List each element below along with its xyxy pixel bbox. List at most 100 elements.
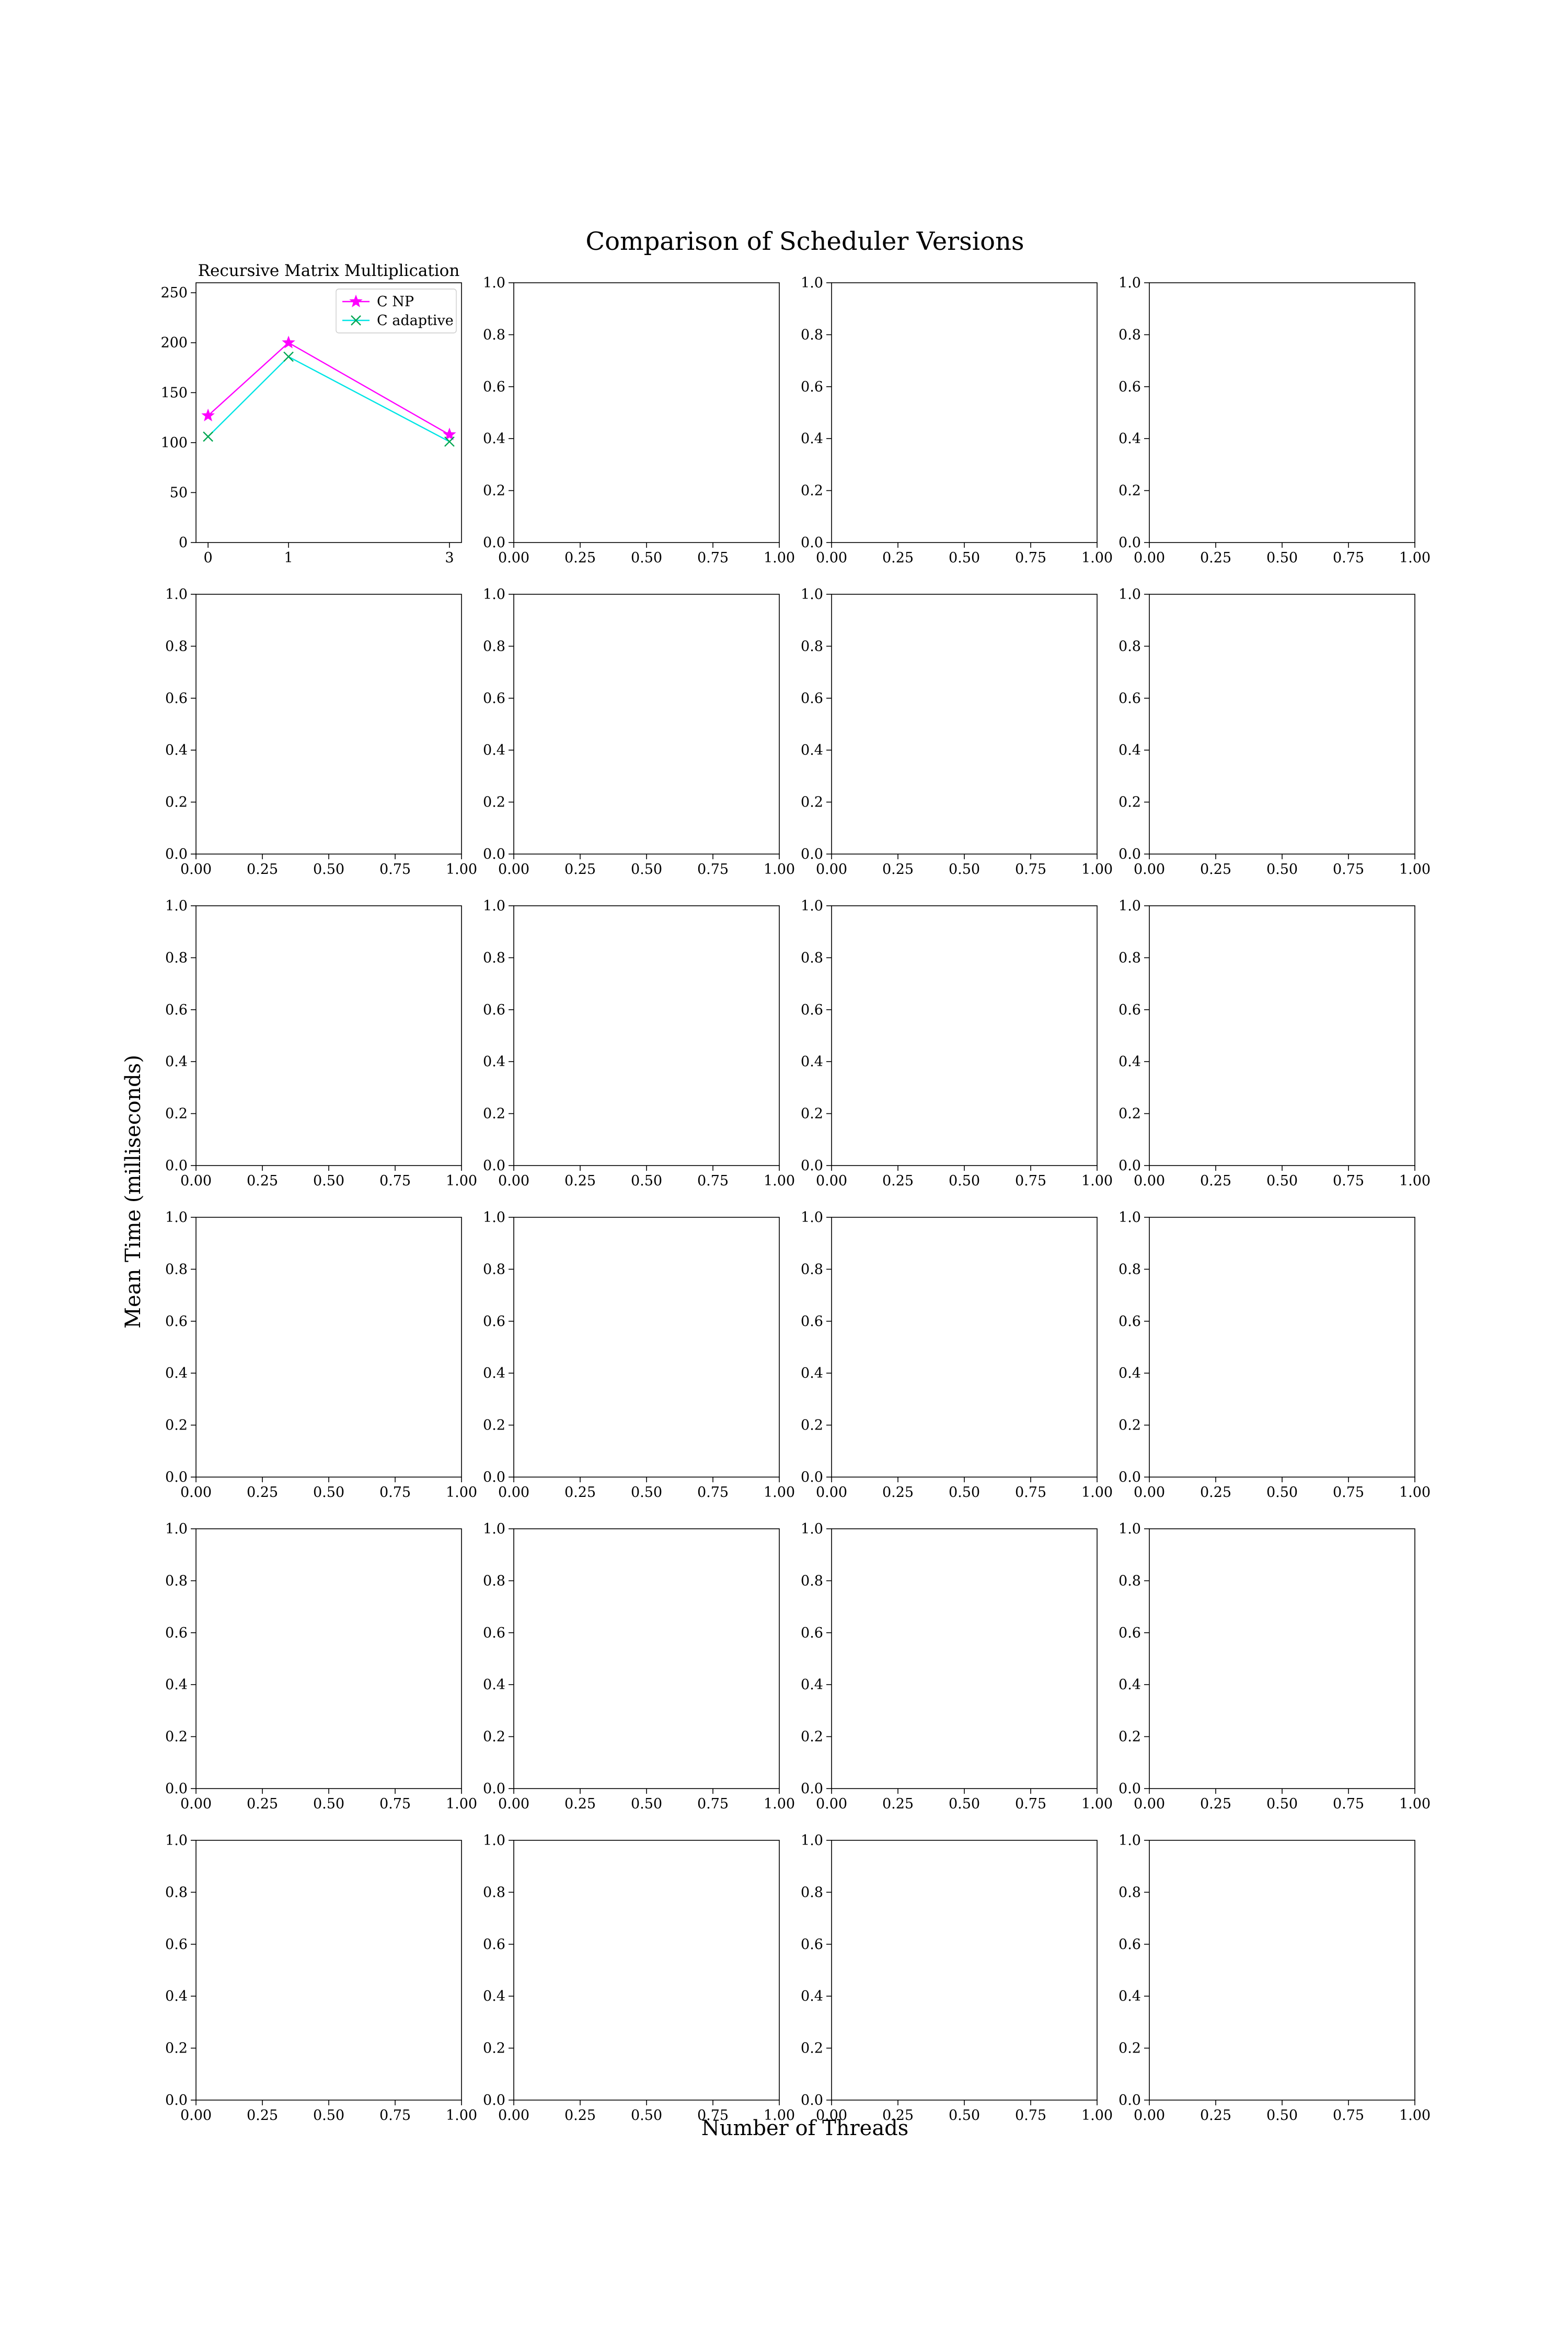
x-tick-label: 0.75 bbox=[379, 1484, 411, 1501]
figure-x-axis-label: Number of Threads bbox=[701, 2116, 909, 2140]
y-tick-label: 0.2 bbox=[483, 1729, 505, 1745]
x-tick-label: 0.50 bbox=[631, 1173, 662, 1189]
y-tick-label: 0.0 bbox=[483, 1158, 505, 1174]
x-tick-label: 0.25 bbox=[564, 1796, 596, 1812]
y-tick-label: 0.6 bbox=[1119, 1936, 1141, 1953]
plot-area-frame bbox=[1149, 594, 1415, 855]
x-marker-stroke bbox=[203, 431, 213, 442]
x-tick-label: 0.75 bbox=[1015, 550, 1046, 566]
y-tick-label: 0.6 bbox=[483, 1002, 505, 1018]
plot-area-frame bbox=[831, 1840, 1098, 2101]
x-tick-label: 0 bbox=[203, 550, 212, 566]
plot-area-frame bbox=[1149, 1528, 1415, 1789]
legend-item: C adaptive bbox=[342, 313, 454, 329]
x-tick-label: 0.00 bbox=[498, 1173, 529, 1189]
x-tick-label: 0.25 bbox=[882, 2107, 914, 2124]
x-tick-label: 0.25 bbox=[1200, 1173, 1231, 1189]
x-tick-label: 0.25 bbox=[1200, 1796, 1231, 1812]
plot-area-frame bbox=[195, 1217, 462, 1478]
x-tick-label: 0.50 bbox=[1266, 1484, 1298, 1501]
x-tick-label: 0.25 bbox=[882, 861, 914, 878]
y-tick-label: 0.6 bbox=[801, 379, 823, 395]
data-point-star-marker bbox=[349, 294, 363, 307]
subplot-recursive-matrix-multiplication: 0 1 3 0 50 100 150 200 250 Recursive Matrix Multi… bbox=[160, 261, 462, 566]
y-tick-label: 0.2 bbox=[801, 2040, 823, 2057]
y-tick-label: 0.4 bbox=[801, 1988, 823, 2004]
empty-subplot-14: 0.00 0.25 0.50 0.75 1.00 0.0 0.2 0.4 0.6 0.8 1.0 bbox=[801, 1209, 1113, 1501]
x-tick-label: 1.00 bbox=[764, 2107, 795, 2124]
x-tick-label: 0.25 bbox=[882, 1796, 914, 1812]
plot-area-frame bbox=[831, 1528, 1098, 1789]
plot-area-frame bbox=[831, 905, 1098, 1166]
x-tick-label: 0.50 bbox=[1266, 861, 1298, 878]
x-tick-label: 0.75 bbox=[1015, 861, 1046, 878]
plot-area-frame bbox=[513, 1217, 780, 1478]
y-tick-label: 1.0 bbox=[483, 1832, 505, 1849]
x-tick-label: 0.00 bbox=[180, 861, 212, 878]
x-tick-label: 0.75 bbox=[1333, 1484, 1364, 1501]
y-tick-label: 150 bbox=[160, 385, 188, 401]
y-tick-label: 0.4 bbox=[801, 1677, 823, 1693]
x-tick-label: 0.75 bbox=[697, 2107, 729, 2124]
y-tick-label: 0.8 bbox=[165, 950, 188, 966]
empty-subplot-5: 0.00 0.25 0.50 0.75 1.00 0.0 0.2 0.4 0.6 0.8 1.0 bbox=[483, 586, 795, 878]
y-tick-label: 0.6 bbox=[165, 1936, 188, 1953]
y-tick-label: 0.8 bbox=[801, 1261, 823, 1277]
x-tick-label: 1.00 bbox=[446, 2107, 477, 2124]
y-tick-label: 1.0 bbox=[801, 275, 823, 291]
y-tick-label: 0.2 bbox=[1119, 1729, 1141, 1745]
y-tick-label: 0.0 bbox=[1119, 1781, 1141, 1797]
plot-area-frame bbox=[513, 905, 780, 1166]
y-tick-label: 0.4 bbox=[165, 742, 188, 758]
y-tick-label: 0.2 bbox=[483, 794, 505, 811]
y-tick-label: 1.0 bbox=[483, 586, 505, 603]
y-tick-label: 0.6 bbox=[165, 1313, 188, 1330]
y-tick-label: 0.8 bbox=[801, 1573, 823, 1589]
y-tick-label: 0.8 bbox=[483, 638, 505, 654]
x-tick-label: 0.75 bbox=[379, 1173, 411, 1189]
x-tick-label: 0.50 bbox=[949, 1484, 980, 1501]
empty-subplot-1: 0.00 0.25 0.50 0.75 1.00 0.0 0.2 0.4 0.6 0.8 1.0 bbox=[483, 275, 795, 566]
x-tick-label: 0.75 bbox=[1333, 1173, 1364, 1189]
figure-title: Comparison of Scheduler Versions bbox=[585, 227, 1024, 256]
x-tick-label: 0.25 bbox=[564, 861, 596, 878]
empty-subplot-16: 0.00 0.25 0.50 0.75 1.00 0.0 0.2 0.4 0.6 0.8 1.0 bbox=[165, 1521, 477, 1812]
plot-area-frame bbox=[831, 1217, 1098, 1478]
data-point-star-marker bbox=[282, 336, 295, 349]
y-tick-label: 0.4 bbox=[801, 1054, 823, 1070]
x-tick-label: 3 bbox=[445, 550, 454, 566]
x-tick-label: 0.25 bbox=[247, 2107, 278, 2124]
y-tick-label: 0.4 bbox=[1119, 1054, 1141, 1070]
x-tick-label: 0.75 bbox=[1333, 1796, 1364, 1812]
x-tick-label: 0.50 bbox=[949, 550, 980, 566]
plot-area-frame bbox=[195, 905, 462, 1166]
empty-subplot-19: 0.00 0.25 0.50 0.75 1.00 0.0 0.2 0.4 0.6 0.8 1.0 bbox=[1119, 1521, 1431, 1812]
y-tick-label: 0.4 bbox=[1119, 1988, 1141, 2004]
x-marker-stroke bbox=[283, 351, 294, 362]
empty-subplot-11: 0.00 0.25 0.50 0.75 1.00 0.0 0.2 0.4 0.6 0.8 1.0 bbox=[1119, 898, 1431, 1189]
plot-area-frame bbox=[831, 282, 1098, 543]
y-tick-label: 0.6 bbox=[165, 1002, 188, 1018]
x-tick-label: 0.00 bbox=[816, 1173, 847, 1189]
y-tick-label: 1.0 bbox=[801, 1209, 823, 1226]
y-tick-label: 0.6 bbox=[801, 1625, 823, 1641]
y-tick-label: 0.6 bbox=[801, 1936, 823, 1953]
y-tick-label: 0.2 bbox=[483, 2040, 505, 2057]
x-tick-label: 0.25 bbox=[247, 1484, 278, 1501]
plot-area-frame bbox=[195, 1528, 462, 1789]
y-tick-label: 0.0 bbox=[483, 2092, 505, 2108]
x-tick-label: 1.00 bbox=[764, 1173, 795, 1189]
y-tick-label: 1.0 bbox=[801, 1832, 823, 1849]
y-tick-label: 0.2 bbox=[1119, 794, 1141, 811]
y-tick-label: 0.2 bbox=[483, 1106, 505, 1122]
y-tick-label: 0.0 bbox=[483, 1469, 505, 1485]
y-tick-label: 0.2 bbox=[165, 1417, 188, 1434]
y-tick-label: 0.0 bbox=[165, 1469, 188, 1485]
y-tick-label: 0.2 bbox=[165, 2040, 188, 2057]
y-tick-label: 0.4 bbox=[1119, 1677, 1141, 1693]
x-tick-label: 0.00 bbox=[1134, 2107, 1165, 2124]
x-marker-stroke bbox=[444, 436, 455, 447]
y-tick-label: 0.2 bbox=[165, 794, 188, 811]
x-tick-label: 0.75 bbox=[1333, 550, 1364, 566]
y-tick-label: 0.0 bbox=[483, 846, 505, 862]
